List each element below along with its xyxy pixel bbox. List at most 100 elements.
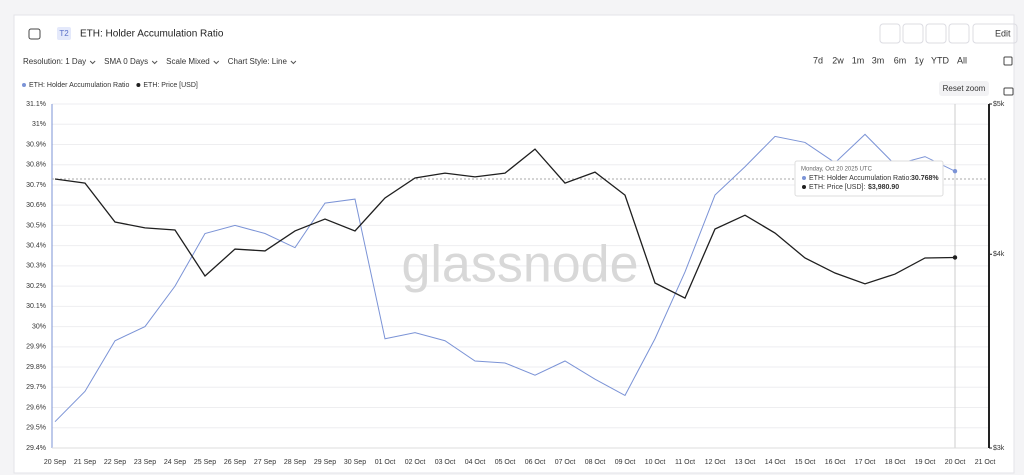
y-tick-label: 30.3% — [26, 263, 46, 270]
x-tick-label: 07 Oct — [555, 459, 576, 466]
hover-point — [952, 168, 958, 174]
legend-dot — [136, 83, 141, 87]
x-tick-label: 03 Oct — [435, 459, 456, 466]
y2-tick-label: $3k — [993, 445, 1005, 452]
chevron — [290, 60, 297, 65]
header-actions: Edit — [879, 23, 1018, 96]
y-tick-label: 30.4% — [26, 242, 46, 249]
chevron — [213, 60, 220, 65]
camera-icon[interactable] — [1003, 87, 1014, 96]
y-tick-label: 30.8% — [26, 162, 46, 169]
x-tick-label: 06 Oct — [525, 459, 546, 466]
x-tick-label: 25 Sep — [194, 459, 216, 466]
x-tick-label: 05 Oct — [495, 459, 516, 466]
tooltip-dot — [802, 176, 806, 180]
x-tick-label: 10 Oct — [645, 459, 666, 466]
toolbar-option[interactable]: SMA 0 Days — [104, 57, 148, 66]
calendar-icon[interactable] — [1003, 56, 1013, 66]
x-tick-label: 28 Sep — [284, 459, 306, 466]
y-tick-label: 30.9% — [26, 141, 46, 148]
x-tick-label: 23 Sep — [134, 459, 156, 466]
x-tick-label: 26 Sep — [224, 459, 246, 466]
tooltip: Monday, Oct 20 2025 UTC ETH: Holder Accu… — [794, 160, 944, 197]
legend-entry: ETH: Price [USD] — [143, 82, 198, 89]
x-tick-label: 13 Oct — [735, 459, 756, 466]
range-button[interactable]: 2w — [832, 55, 844, 65]
y-tick-label: 30.6% — [26, 202, 46, 209]
y-tick-label: 29.7% — [26, 384, 46, 391]
watermark: glassnode — [401, 236, 638, 294]
x-tick-label: 17 Oct — [855, 459, 876, 466]
y-tick-label: 29.6% — [26, 404, 46, 411]
x-tick-label: 18 Oct — [885, 459, 906, 466]
edit-label: Edit — [995, 28, 1011, 38]
x-tick-label: 11 Oct — [675, 459, 695, 466]
x-tick-label: 24 Sep — [164, 459, 186, 466]
reset-zoom-button[interactable] — [939, 81, 989, 96]
range-button[interactable]: 7d — [813, 55, 823, 65]
sidebar-icon[interactable] — [28, 28, 41, 40]
y-tick-label: 31% — [32, 121, 46, 128]
x-tick-label: 09 Oct — [615, 459, 636, 466]
range-button[interactable]: 1y — [914, 55, 924, 65]
toolbar-option[interactable]: Chart Style: Line — [228, 57, 288, 66]
range-button[interactable]: 3m — [872, 55, 885, 65]
x-tick-label: 20 Oct — [945, 459, 966, 466]
x-tick-label: 21 Oct — [975, 459, 996, 466]
x-tick-label: 29 Sep — [314, 459, 336, 466]
chevron — [89, 60, 96, 65]
y-tick-label: 30% — [32, 323, 46, 330]
x-tick-label: 14 Oct — [765, 459, 786, 466]
y-tick-label: 31.1% — [26, 101, 46, 108]
x-tick-label: 01 Oct — [375, 459, 396, 466]
x-tick-label: 08 Oct — [585, 459, 606, 466]
title: ETH: Holder Accumulation Ratio — [80, 29, 224, 40]
x-tick-label: 27 Sep — [254, 459, 276, 466]
copy-button[interactable] — [948, 23, 970, 44]
badge-bg — [57, 27, 71, 40]
x-tick-label: 30 Sep — [344, 459, 366, 466]
range-button[interactable]: YTD — [931, 55, 950, 65]
tooltip-label: ETH: Price [USD]: — [809, 184, 865, 191]
legend-entry: ETH: Holder Accumulation Ratio — [29, 82, 129, 89]
tooltip-value: $3,980.90 — [868, 184, 899, 191]
series-line — [54, 133, 956, 423]
x-tick-label: 19 Oct — [915, 459, 936, 466]
toolbar-option[interactable]: Resolution: 1 Day — [23, 57, 86, 66]
y-tick-label: 30.2% — [26, 283, 46, 290]
x-tick-label: 22 Sep — [104, 459, 126, 466]
chevron — [151, 60, 158, 65]
tooltip-box — [794, 160, 944, 197]
range-button[interactable]: 6m — [894, 55, 907, 65]
badge: T2 — [59, 29, 69, 38]
y-tick-label: 29.9% — [26, 344, 46, 351]
alert-button[interactable] — [902, 23, 924, 44]
y-tick-label: 30.5% — [26, 222, 46, 229]
y2-tick-label: $5k — [993, 101, 1005, 108]
edit-button[interactable] — [972, 23, 1018, 44]
x-tick-label: 16 Oct — [825, 459, 846, 466]
toolbar-option[interactable]: Scale Mixed — [166, 57, 210, 66]
card — [13, 14, 1015, 474]
hover-point — [952, 255, 958, 260]
range-button[interactable]: All — [957, 55, 967, 65]
tooltip-dot — [802, 185, 806, 189]
y-tick-label: 29.8% — [26, 364, 46, 371]
series-line — [54, 148, 956, 299]
y-tick-label: 30.7% — [26, 182, 46, 189]
x-tick-label: 02 Oct — [405, 459, 426, 466]
range-button[interactable]: 1m — [852, 55, 865, 65]
y-tick-label: 30.1% — [26, 303, 46, 310]
x-tick-label: 15 Oct — [795, 459, 816, 466]
star-button[interactable] — [879, 23, 901, 44]
y2-tick-label: $4k — [993, 251, 1005, 258]
x-tick-label: 04 Oct — [465, 459, 486, 466]
tooltip-title: Monday, Oct 20 2025 UTC — [801, 167, 873, 173]
y-tick-label: 29.5% — [26, 425, 46, 432]
y-tick-label: 29.4% — [26, 445, 46, 452]
share-button[interactable] — [925, 23, 947, 44]
tooltip-value: 30.768% — [911, 175, 939, 182]
x-tick-label: 20 Sep — [44, 459, 66, 466]
reset-zoom-label: Reset zoom — [943, 84, 986, 93]
